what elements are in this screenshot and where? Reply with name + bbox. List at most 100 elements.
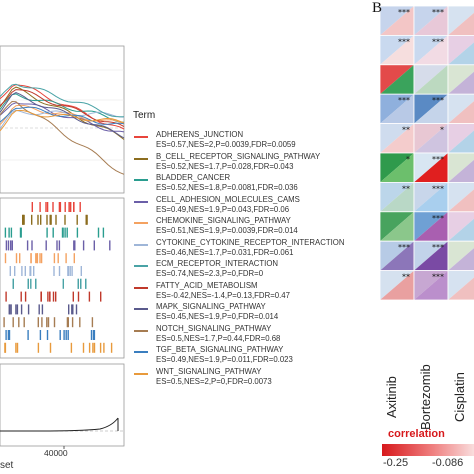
ranked-list-frame [0, 363, 125, 447]
legend-swatch [134, 351, 148, 353]
heatmap-cell-lower [448, 101, 474, 124]
significance-stars: *** [432, 8, 444, 17]
heatmap-cell-lower [448, 130, 474, 153]
drug-label-bortezomib: Bortezomib [418, 364, 433, 430]
heatmap-cell-upper [448, 94, 474, 124]
colorbar-tick-low: -0.25 [383, 457, 409, 469]
es-series-line [0, 83, 125, 118]
heatmap-cell-lower [448, 189, 474, 212]
legend-term-name: NOTCH_SIGNALING_PATHWAY [156, 323, 272, 333]
heatmap-cell-lower [448, 42, 474, 65]
legend-item: WNT_SIGNALING_PATHWAY ES=0.5,NES=2,P=0,FD… [132, 367, 382, 389]
es-series-line [0, 104, 125, 126]
heatmap-cell-lower [448, 159, 474, 183]
heatmap-cell-lower [380, 211, 414, 242]
significance-stars: *** [432, 37, 444, 46]
legend-term-stats: ES=0.5,NES=1.7,P=0.44,FDR=0.68 [156, 333, 281, 343]
legend-swatch [134, 136, 148, 138]
significance-stars: *** [432, 184, 444, 193]
heatmap-cell-upper [448, 64, 474, 95]
legend-term-stats: ES=0.5,NES=2,P=0,FDR=0.0073 [156, 376, 272, 386]
legend-term-stats: ES=0.74,NES=2.3,P=0,FDR=0 [156, 269, 264, 278]
heatmap-cell-lower [414, 94, 448, 124]
hit-barcode-panel [0, 197, 125, 359]
legend-swatch [134, 265, 148, 267]
ranked-list-panel [0, 363, 125, 449]
heatmap-cell-upper [448, 35, 474, 65]
legend-term-name: BLADDER_CANCER [156, 173, 231, 182]
heatmap-cell-upper [414, 182, 448, 212]
legend-term-stats: ES=0.49,NES=1.9,P=0.043,FDR=0.06 [156, 204, 290, 214]
significance-stars: *** [398, 37, 410, 46]
legend-item: B_CELL_RECEPTOR_SIGNALING_PATHWAY ES=0.52… [132, 152, 382, 174]
heatmap-cell-lower [448, 218, 474, 242]
heatmap-cell-lower [448, 71, 474, 95]
ranked-metric-line [0, 417, 119, 432]
legend-term-stats: ES=0.46,NES=1.7,P=0.031,FDR=0.061 [156, 247, 294, 257]
heatmap-cell-upper [448, 241, 474, 271]
legend-swatch [134, 222, 148, 224]
colorbar [382, 444, 474, 456]
legend-swatch [134, 179, 148, 181]
heatmap-cell-lower [414, 270, 448, 300]
legend-item: ECM_RECEPTOR_INTERACTION ES=0.74,NES=2.3,… [132, 259, 382, 281]
colorbar-tick-high: -0.086 [432, 457, 464, 469]
legend-term-stats: ES=0.51,NES=1.9,P=0.0039,FDR=0.014 [156, 226, 298, 235]
heatmap-cell-lower [414, 6, 448, 36]
legend-item: CHEMOKINE_SIGNALING_PATHWAY ES=0.51,NES=1… [132, 216, 382, 238]
legend-term-name: WNT_SIGNALING_PATHWAY [156, 366, 262, 376]
legend-term-stats: ES=0.57,NES=2,P=0.0039,FDR=0.0059 [156, 140, 296, 149]
heatmap-cell-upper [414, 123, 448, 153]
heatmap-cell-lower [414, 64, 448, 95]
drug-label-cisplatin: Cisplatin [452, 372, 467, 422]
significance-stars: *** [398, 243, 410, 252]
legend-term-name: CYTOKINE_CYTOKINE_RECEPTOR_INTERACTION [156, 237, 345, 247]
heatmap-cell-lower [380, 64, 414, 95]
legend-swatch [134, 329, 148, 332]
correlation-heatmap: *** ****** ****** ***** ** ***** ********* ****… [379, 5, 474, 301]
legend-item: FATTY_ACID_METABOLISM ES=-0.42,NES=-1.4,P… [132, 281, 382, 303]
significance-stars: *** [398, 8, 410, 17]
legend-item: CYTOKINE_CYTOKINE_RECEPTOR_INTERACTION ES… [132, 238, 382, 260]
legend-term-name: ECM_RECEPTOR_INTERACTION [156, 259, 279, 268]
legend-term-name: B_CELL_RECEPTOR_SIGNALING_PATHWAY [156, 151, 321, 161]
legend-swatch [134, 200, 148, 203]
legend-swatch [134, 372, 148, 375]
heatmap-cell-upper [448, 153, 474, 183]
panel-b-label: B [372, 0, 383, 16]
heatmap-cell-lower [448, 248, 474, 271]
heatmap-cell-upper [414, 94, 448, 124]
legend-item: NOTCH_SIGNALING_PATHWAY ES=0.5,NES=1.7,P=… [132, 324, 382, 346]
es-series-line [0, 86, 125, 140]
es-plot-panel [0, 45, 125, 194]
legend-term-stats: ES=0.45,NES=1.9,P=0,FDR=0.014 [156, 312, 279, 321]
barcode-frame [0, 197, 125, 359]
heatmap-cell-upper [414, 241, 448, 271]
significance-stars: *** [432, 155, 444, 164]
legend-swatch [134, 243, 148, 246]
significance-stars: *** [398, 96, 410, 105]
significance-stars: * [440, 126, 444, 135]
drug-label-axitinib: Axitinib [384, 376, 399, 418]
significance-stars: *** [432, 243, 444, 252]
legend-term-name: FATTY_ACID_METABOLISM [156, 280, 258, 290]
heatmap-cell-upper [380, 123, 414, 153]
heatmap-cell-lower [380, 153, 414, 183]
es-series-line [0, 106, 125, 125]
heatmap-cell-lower [380, 6, 414, 36]
legend-item: CELL_ADHESION_MOLECULES_CAMS ES=0.49,NES=… [132, 195, 382, 217]
significance-stars: * [406, 155, 410, 164]
heatmap-cell-upper [448, 270, 474, 300]
heatmap-cell-lower [414, 211, 448, 242]
colorbar-title: correlation [388, 428, 445, 440]
es-series-line [0, 92, 125, 139]
heatmap-cell-upper [448, 6, 474, 36]
heatmap-cell-upper [380, 241, 414, 271]
legend-term-name: ADHERENS_JUNCTION [156, 130, 244, 139]
heatmap-cell-lower [414, 153, 448, 183]
legend-item: MAPK_SIGNALING_PATHWAY ES=0.45,NES=1.9,P=… [132, 302, 382, 324]
legend-title: Term [133, 110, 156, 121]
heatmap-cell-lower [414, 35, 448, 65]
legend-item: ADHERENS_JUNCTION ES=0.57,NES=2,P=0.0039,… [132, 130, 382, 152]
